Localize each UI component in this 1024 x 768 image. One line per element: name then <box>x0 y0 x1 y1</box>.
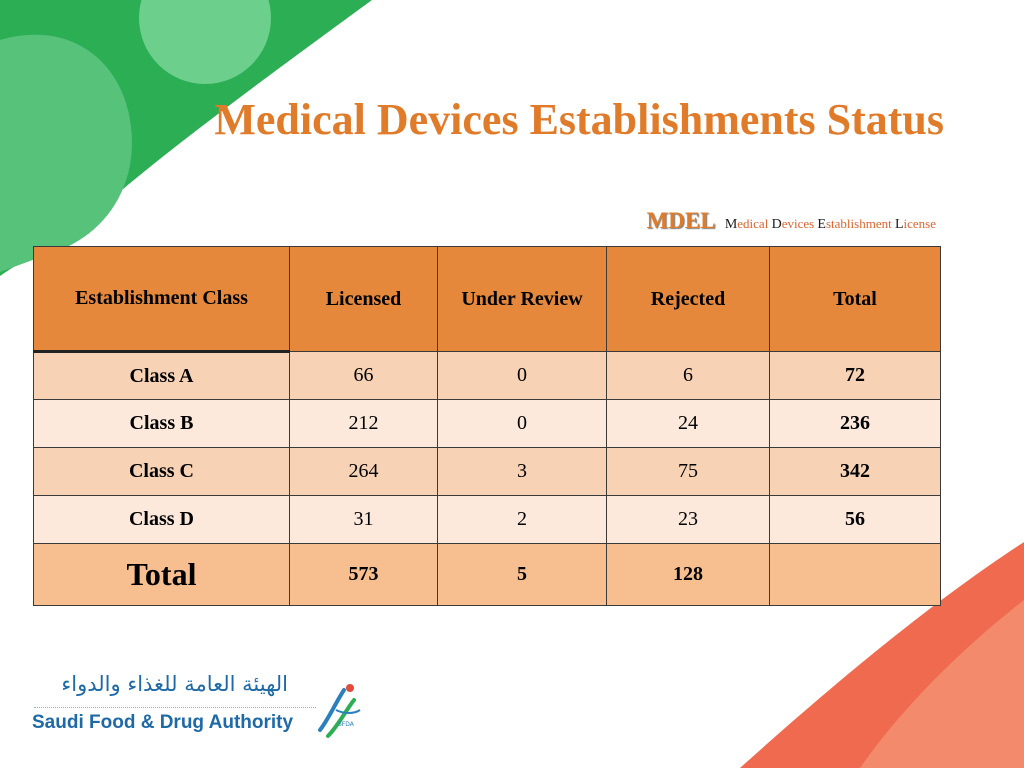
row-class-label: Class D <box>33 495 290 544</box>
rejected-cell: 75 <box>606 447 770 496</box>
total-row-label: Total <box>33 543 290 606</box>
rejected-cell: 23 <box>606 495 770 544</box>
total-cell: 72 <box>769 351 941 400</box>
rejected-cell: 24 <box>606 399 770 448</box>
logo-arabic-name: الهيئة العامة للغذاء والدواء <box>61 672 288 696</box>
mdel-abbreviation: MDEL <box>646 208 716 233</box>
licensed-cell: 66 <box>289 351 438 400</box>
table-row: Class D 31 2 23 56 <box>33 495 941 544</box>
total-cell: 56 <box>769 495 941 544</box>
header-establishment-class: Establishment Class <box>33 246 290 353</box>
green-light-shape-decoration <box>0 34 132 272</box>
sfda-logo-icon: SFDA <box>318 684 361 738</box>
table-row: Class A 66 0 6 72 <box>33 351 941 400</box>
total-cell: 342 <box>769 447 941 496</box>
logo-divider <box>34 707 316 708</box>
row-class-label: Class C <box>33 447 290 496</box>
coral-light-shape-decoration <box>860 600 1024 768</box>
row-class-label: Class B <box>33 399 290 448</box>
licensed-cell: 212 <box>289 399 438 448</box>
table-header-row: Establishment Class Licensed Under Revie… <box>33 246 941 353</box>
mdel-expansion: Medical Devices Establishment License <box>724 216 936 232</box>
row-class-label: Class A <box>33 351 290 400</box>
total-cell: 236 <box>769 399 941 448</box>
establishments-status-table: Establishment Class Licensed Under Revie… <box>33 246 941 606</box>
under-review-cell: 0 <box>437 351 607 400</box>
header-licensed: Licensed <box>289 246 438 352</box>
licensed-cell: 264 <box>289 447 438 496</box>
green-circle-decoration <box>139 0 271 84</box>
header-total: Total <box>769 246 941 352</box>
header-rejected: Rejected <box>606 246 770 352</box>
svg-text:SFDA: SFDA <box>338 721 355 728</box>
rejected-cell: 6 <box>606 351 770 400</box>
under-review-cell: 3 <box>437 447 607 496</box>
total-licensed-cell: 573 <box>289 543 438 606</box>
mdel-subtitle: MDEL Medical Devices Establishment Licen… <box>0 208 936 234</box>
total-total-cell <box>769 543 941 606</box>
table-row: Class C 264 3 75 342 <box>33 447 941 496</box>
slide-title: Medical Devices Establishments Status <box>214 95 944 144</box>
under-review-cell: 2 <box>437 495 607 544</box>
total-rejected-cell: 128 <box>606 543 770 606</box>
header-under-review: Under Review <box>437 246 607 352</box>
under-review-cell: 0 <box>437 399 607 448</box>
table-row: Class B 212 0 24 236 <box>33 399 941 448</box>
total-under-review-cell: 5 <box>437 543 607 606</box>
table-total-row: Total 573 5 128 <box>33 543 941 606</box>
sfda-logo: الهيئة العامة للغذاء والدواء Saudi Food … <box>32 672 362 742</box>
logo-english-name: Saudi Food & Drug Authority <box>32 712 294 733</box>
licensed-cell: 31 <box>289 495 438 544</box>
